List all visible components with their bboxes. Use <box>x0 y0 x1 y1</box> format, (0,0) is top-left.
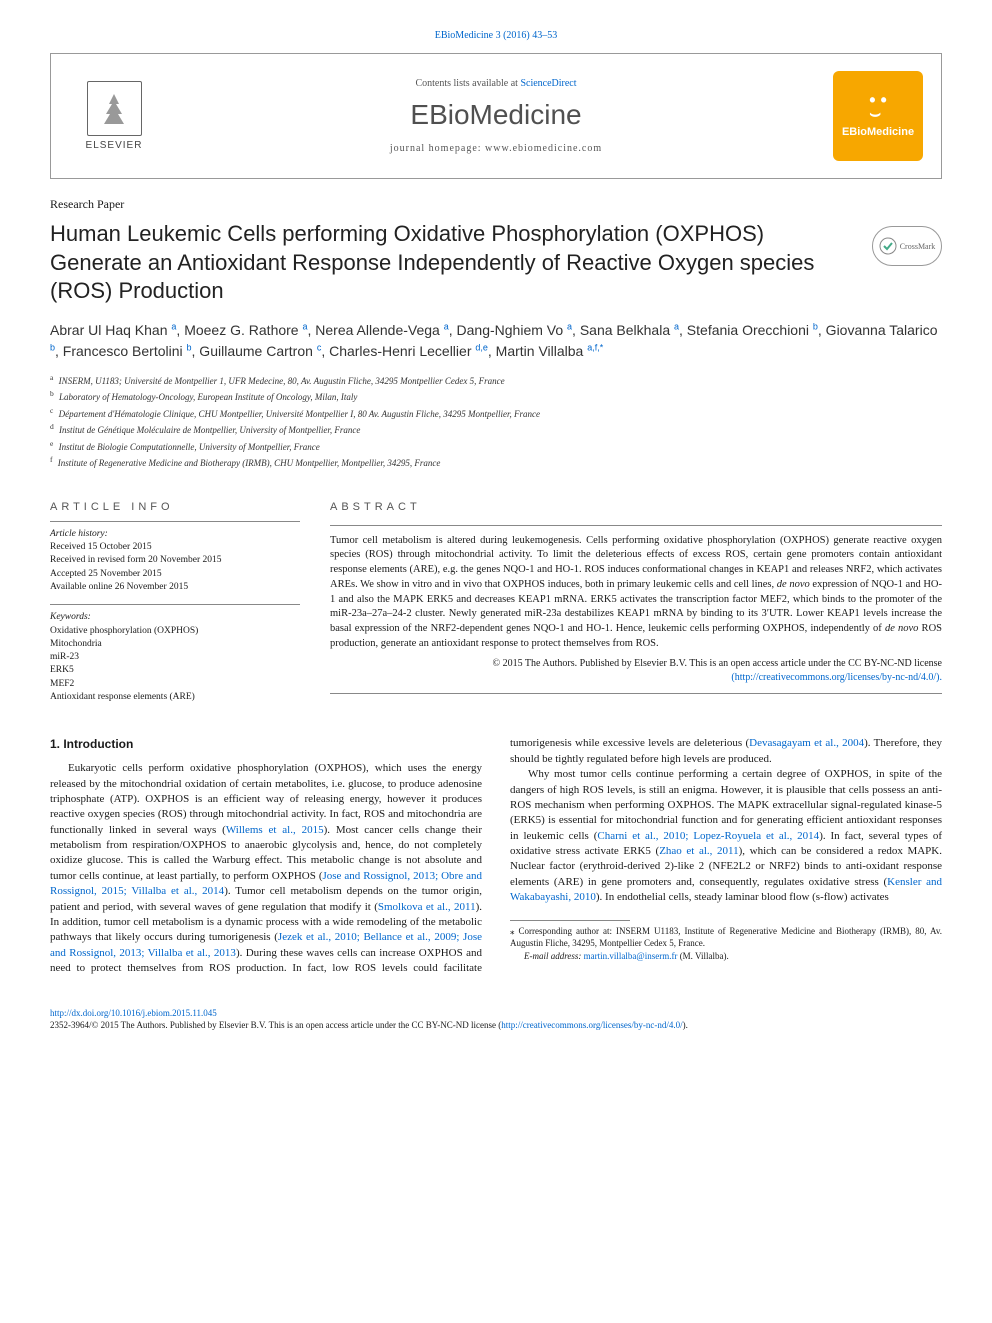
paper-type: Research Paper <box>50 197 942 212</box>
corresponding-author-footnote: ⁎ Corresponding author at: INSERM U1183,… <box>510 925 942 963</box>
keyword: Oxidative phosphorylation (OXPHOS) <box>50 625 300 638</box>
info-abstract-row: article info Article history: Received 1… <box>50 489 942 715</box>
citation-link[interactable]: Willems et al., 2015 <box>226 824 324 836</box>
citation-link[interactable]: Charni et al., 2010; Lopez-Royuela et al… <box>597 830 819 842</box>
homepage-prefix: journal homepage: <box>390 143 485 154</box>
footer-copyright: 2352-3964/© 2015 The Authors. Published … <box>50 1020 501 1030</box>
history-label: Article history: <box>50 528 300 541</box>
doi-link[interactable]: http://dx.doi.org/10.1016/j.ebiom.2015.1… <box>50 1008 217 1018</box>
citation-link[interactable]: Devasagayam et al., 2004 <box>749 737 864 749</box>
elsevier-text: ELSEVIER <box>86 140 143 151</box>
affiliations: a INSERM, U1183; Université de Montpelli… <box>50 372 942 471</box>
history-online: Available online 26 November 2015 <box>50 581 300 594</box>
page-footer: http://dx.doi.org/10.1016/j.ebiom.2015.1… <box>50 1007 942 1032</box>
header-center: Contents lists available at ScienceDirec… <box>159 78 833 154</box>
citation-link[interactable]: Zhao et al., 2011 <box>659 845 738 857</box>
footnote-text: Corresponding author at: INSERM U1183, I… <box>510 926 942 949</box>
keyword: miR-23 <box>50 651 300 664</box>
affiliation-line: b Laboratory of Hematology-Oncology, Eur… <box>50 388 942 405</box>
copyright-text: © 2015 The Authors. Published by Elsevie… <box>493 658 942 669</box>
elsevier-logo: ELSEVIER <box>69 66 159 166</box>
keyword: MEF2 <box>50 678 300 691</box>
keywords-block: Keywords: Oxidative phosphorylation (OXP… <box>50 604 300 704</box>
affiliation-line: a INSERM, U1183; Université de Montpelli… <box>50 372 942 389</box>
crossmark-badge[interactable]: CrossMark <box>872 226 942 266</box>
citation-link[interactable]: Smolkova et al., 2011 <box>378 901 476 913</box>
elsevier-tree-icon <box>87 81 142 136</box>
intro-paragraph-2: Why most tumor cells continue performing… <box>510 767 942 906</box>
copyright: © 2015 The Authors. Published by Elsevie… <box>330 657 942 685</box>
email-suffix: (M. Villalba). <box>677 951 728 961</box>
journal-header: ELSEVIER Contents lists available at Sci… <box>50 53 942 179</box>
journal-ref-link[interactable]: EBioMedicine 3 (2016) 43–53 <box>435 30 557 41</box>
affiliation-line: c Département d'Hématologie Clinique, CH… <box>50 405 942 422</box>
logo-text: EBioMedicine <box>842 126 914 138</box>
paper-title: Human Leukemic Cells performing Oxidativ… <box>50 220 860 306</box>
crossmark-text: CrossMark <box>900 242 936 251</box>
footnote-star: ⁎ <box>510 926 519 936</box>
license-link[interactable]: (http://creativecommons.org/licenses/by-… <box>731 672 942 683</box>
footer-license-link[interactable]: http://creativecommons.org/licenses/by-n… <box>501 1020 682 1030</box>
journal-reference: EBioMedicine 3 (2016) 43–53 <box>50 30 942 41</box>
authors: Abrar Ul Haq Khan a, Moeez G. Rathore a,… <box>50 320 942 362</box>
history-revised: Received in revised form 20 November 201… <box>50 554 300 567</box>
contents-line: Contents lists available at ScienceDirec… <box>159 78 833 89</box>
abstract-text: Tumor cell metabolism is altered during … <box>330 525 942 652</box>
journal-name: EBioMedicine <box>159 99 833 131</box>
body-columns: 1. Introduction Eukaryotic cells perform… <box>50 736 942 976</box>
homepage-url: www.ebiomedicine.com <box>485 143 602 154</box>
abstract-head: abstract <box>330 501 942 513</box>
email-label: E-mail address: <box>524 951 584 961</box>
contents-prefix: Contents lists available at <box>415 78 520 89</box>
history-received: Received 15 October 2015 <box>50 541 300 554</box>
sciencedirect-link[interactable]: ScienceDirect <box>520 78 576 89</box>
keyword: Antioxidant response elements (ARE) <box>50 691 300 704</box>
affiliation-line: e Institut de Biologie Computationnelle,… <box>50 438 942 455</box>
keyword: ERK5 <box>50 664 300 677</box>
title-row: Human Leukemic Cells performing Oxidativ… <box>50 220 942 306</box>
email-link[interactable]: martin.villalba@inserm.fr <box>584 951 678 961</box>
homepage-line: journal homepage: www.ebiomedicine.com <box>159 143 833 154</box>
affiliation-line: f Institute of Regenerative Medicine and… <box>50 454 942 471</box>
logo-dots-icon: • •⌣ <box>869 94 887 119</box>
affiliation-line: d Institut de Génétique Moléculaire de M… <box>50 421 942 438</box>
keyword: Mitochondria <box>50 638 300 651</box>
article-info-column: article info Article history: Received 1… <box>50 489 300 715</box>
footnote-separator <box>510 920 630 921</box>
article-info-head: article info <box>50 501 300 513</box>
crossmark-icon <box>879 237 897 255</box>
keywords-label: Keywords: <box>50 611 300 624</box>
abstract-bottom-rule <box>330 693 942 694</box>
footer-post: ). <box>683 1020 688 1030</box>
ebiomedicine-logo: • •⌣ EBioMedicine <box>833 71 923 161</box>
history-accepted: Accepted 25 November 2015 <box>50 568 300 581</box>
abstract-column: abstract Tumor cell metabolism is altere… <box>330 489 942 715</box>
section-1-heading: 1. Introduction <box>50 736 482 753</box>
article-history: Article history: Received 15 October 201… <box>50 521 300 594</box>
